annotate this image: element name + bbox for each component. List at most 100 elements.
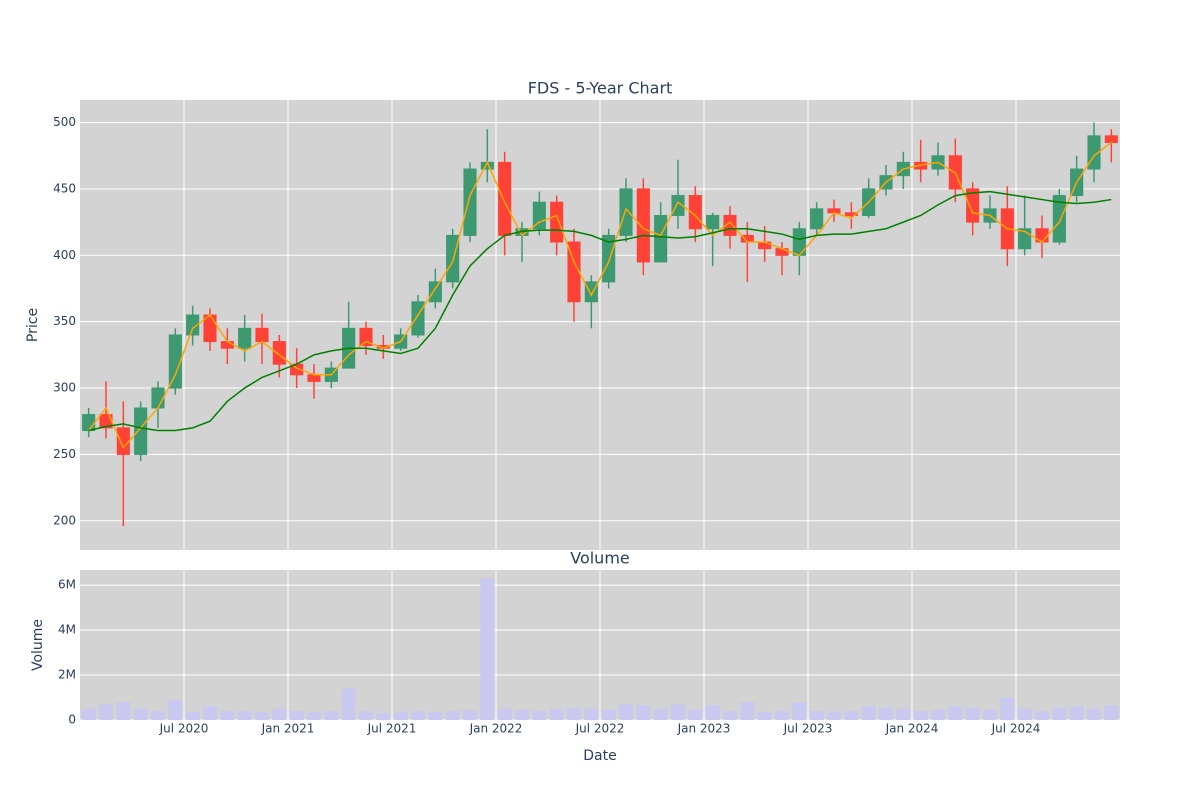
y-tick-label: 350 bbox=[53, 314, 76, 328]
x-tick-label: Jul 2020 bbox=[159, 722, 209, 736]
volume-bar bbox=[532, 711, 547, 720]
x-tick-label: Jan 2021 bbox=[261, 722, 315, 736]
y-tick-label: 450 bbox=[53, 181, 76, 195]
volume-bar bbox=[393, 712, 408, 720]
candle-body bbox=[844, 212, 858, 216]
volume-bar bbox=[428, 712, 443, 720]
volume-bar bbox=[116, 702, 131, 720]
y-tick-label: 300 bbox=[53, 381, 76, 395]
candle-body bbox=[446, 234, 460, 283]
volume-bar bbox=[965, 707, 980, 720]
candle-body bbox=[619, 188, 633, 236]
volume-bar bbox=[324, 711, 339, 720]
volume-bar bbox=[913, 711, 928, 720]
volume-bar bbox=[255, 712, 269, 720]
y-tick-label: 2M bbox=[58, 668, 76, 682]
subplot-title: Volume bbox=[570, 549, 630, 568]
volume-bar bbox=[1069, 706, 1084, 720]
volume-bar bbox=[549, 708, 564, 720]
volume-bar bbox=[497, 708, 512, 720]
candle-body bbox=[238, 327, 252, 349]
x-axis-label: Date bbox=[583, 748, 616, 764]
candle-body bbox=[810, 208, 824, 230]
volume-bar bbox=[688, 709, 703, 720]
volume-bar bbox=[1017, 708, 1032, 720]
volume-bar bbox=[480, 578, 495, 720]
volume-bar bbox=[1000, 697, 1015, 720]
candle-body bbox=[359, 327, 373, 347]
x-tick-label: Jul 2022 bbox=[575, 722, 625, 736]
candle-body bbox=[151, 387, 165, 409]
volume-bar bbox=[705, 705, 720, 720]
y-tick-label: 400 bbox=[53, 248, 76, 262]
volume-bar bbox=[948, 706, 963, 720]
y-tick-label: 0 bbox=[68, 713, 76, 727]
volume-bar bbox=[1104, 705, 1119, 720]
y-tick-label: 6M bbox=[58, 578, 76, 592]
candle-body bbox=[463, 168, 477, 236]
candle-body bbox=[584, 281, 598, 303]
volume-bar bbox=[757, 712, 772, 720]
volume-bar bbox=[411, 711, 425, 720]
volume-bar bbox=[237, 711, 252, 720]
x-tick-label: Jan 2022 bbox=[469, 722, 523, 736]
volume-bar bbox=[151, 711, 165, 720]
candle-body bbox=[1104, 135, 1118, 143]
x-tick-label: Jul 2023 bbox=[783, 722, 833, 736]
y-axis-label: Price bbox=[25, 308, 41, 342]
volume-bar bbox=[99, 704, 113, 720]
volume-bar bbox=[1052, 707, 1067, 720]
volume-bar bbox=[931, 709, 945, 720]
volume-bar bbox=[168, 699, 183, 720]
candle-body bbox=[671, 195, 685, 216]
volume-bar bbox=[185, 712, 200, 720]
volume-bar bbox=[359, 711, 373, 720]
candle-body bbox=[567, 241, 581, 303]
moving-average-line bbox=[88, 190, 1112, 432]
volume-bar bbox=[792, 702, 807, 720]
y-tick-label: 250 bbox=[53, 447, 76, 461]
candle-body bbox=[532, 201, 546, 230]
candle-body bbox=[220, 341, 234, 349]
x-tick-label: Jul 2021 bbox=[367, 722, 417, 736]
volume-bar bbox=[515, 709, 529, 720]
y-tick-label: 200 bbox=[53, 513, 76, 527]
volume-bar bbox=[203, 706, 217, 720]
volume-bar bbox=[463, 709, 477, 720]
candle-body bbox=[550, 201, 564, 243]
candle-body bbox=[411, 301, 425, 336]
candle-body bbox=[688, 195, 702, 230]
volume-bar bbox=[740, 702, 755, 720]
candle-body bbox=[602, 234, 616, 283]
volume-bar bbox=[775, 711, 789, 720]
candle-body bbox=[654, 214, 668, 263]
volume-bar bbox=[584, 708, 599, 720]
candle-body bbox=[428, 281, 442, 303]
volume-bar bbox=[653, 708, 668, 720]
volume-bar bbox=[289, 711, 304, 720]
volume-bar bbox=[567, 707, 581, 720]
volume-bar bbox=[1035, 711, 1049, 720]
candle-body bbox=[1052, 195, 1066, 243]
volume-bar bbox=[619, 704, 633, 720]
volume-bar bbox=[341, 688, 356, 720]
x-tick-label: Jul 2024 bbox=[991, 722, 1041, 736]
volume-bar bbox=[723, 711, 737, 720]
volume-bar bbox=[879, 707, 893, 720]
volume-bar bbox=[844, 711, 859, 720]
volume-bar bbox=[861, 706, 876, 720]
candle-body bbox=[116, 427, 130, 455]
volume-bar bbox=[636, 705, 651, 720]
volume-bar bbox=[272, 708, 287, 720]
volume-bar bbox=[1087, 708, 1101, 720]
volume-bar bbox=[671, 704, 685, 720]
candle-body bbox=[134, 407, 148, 455]
x-tick-label: Jan 2023 bbox=[677, 722, 731, 736]
candle-body bbox=[255, 327, 269, 343]
candle-body bbox=[82, 414, 96, 432]
candle-body bbox=[307, 374, 321, 382]
candle-body bbox=[636, 188, 650, 263]
volume-bar bbox=[445, 711, 460, 720]
x-tick-label: Jan 2024 bbox=[885, 722, 939, 736]
volume-bar bbox=[307, 712, 321, 720]
